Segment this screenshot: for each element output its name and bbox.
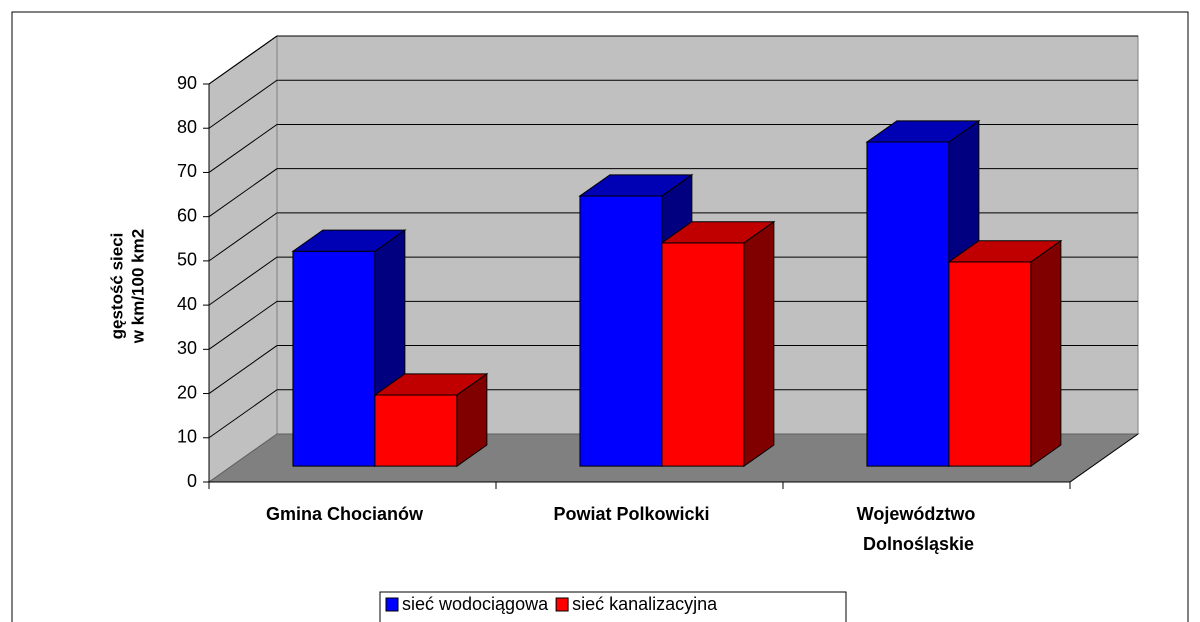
grid-line <box>208 389 1138 439</box>
y-tick-label: 50 <box>177 250 197 270</box>
bar-front <box>661 242 745 467</box>
y-axis-title: gęstość sieci <box>107 233 126 340</box>
bar <box>660 220 776 468</box>
grid-line <box>208 256 1138 306</box>
bar <box>373 372 489 468</box>
grid-line <box>208 212 1138 262</box>
bar-top <box>373 373 489 396</box>
bar-top <box>865 120 981 143</box>
grid-line <box>208 300 1138 350</box>
bar-front <box>579 195 663 467</box>
grid-line <box>208 123 1138 173</box>
x-tick-label: Województwo Dolnośląskie <box>857 504 981 554</box>
wall-edge <box>208 35 278 85</box>
legend-box <box>379 591 847 622</box>
grid-line <box>208 168 1138 218</box>
y-tick-label: 70 <box>177 161 197 181</box>
y-tick-label: 90 <box>177 73 197 93</box>
bar-top <box>291 229 407 252</box>
bar-top <box>578 174 694 197</box>
bar-top <box>947 240 1063 263</box>
y-tick-label: 30 <box>177 338 197 358</box>
legend-swatch <box>385 597 399 612</box>
bar-front <box>374 394 458 467</box>
y-tick-label: 60 <box>177 205 197 225</box>
legend-label: sieć wodociągowa <box>402 594 549 614</box>
y-tick-label: 20 <box>177 382 197 402</box>
bar-side <box>743 220 775 468</box>
grid-line <box>208 79 1138 129</box>
bar-side <box>1030 239 1062 468</box>
grid-line <box>208 345 1138 394</box>
y-axis-title: w km/100 km2 <box>128 229 147 344</box>
y-tick-label: 10 <box>177 427 197 447</box>
bar <box>947 239 1063 468</box>
y-tick-label: 80 <box>177 117 197 137</box>
y-tick-label: 0 <box>187 471 197 491</box>
bar-front <box>866 141 950 467</box>
floor-edge <box>1069 433 1139 483</box>
bar-front <box>292 250 376 467</box>
side-wall <box>208 35 278 483</box>
y-tick-label: 40 <box>177 294 197 314</box>
legend-swatch <box>555 597 569 612</box>
x-tick-label: Powiat Polkowicki <box>553 504 709 524</box>
bar-top <box>660 221 776 244</box>
bar-front <box>948 261 1032 467</box>
x-tick-label: Gmina Chocianów <box>266 504 424 524</box>
legend-label: sieć kanalizacyjna <box>572 594 718 614</box>
